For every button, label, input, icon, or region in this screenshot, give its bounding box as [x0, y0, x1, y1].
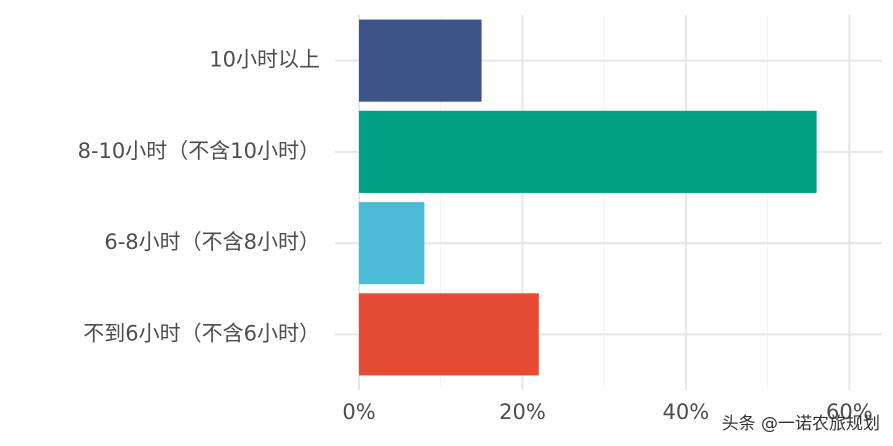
bar: [359, 202, 425, 285]
bar: [359, 110, 817, 193]
x-tick-label: 60%: [826, 400, 873, 424]
y-tick-label: 不到6小时（不含6小时）: [83, 321, 320, 345]
watermark: 头条 @一诺农旅规划: [722, 414, 880, 434]
x-tick-label: 0%: [342, 400, 375, 424]
bar: [359, 19, 482, 102]
y-tick-label: 10小时以上: [209, 48, 320, 72]
bar: [359, 293, 539, 376]
y-tick-label: 6-8小时（不含8小时）: [104, 230, 320, 254]
x-tick-label: 40%: [663, 400, 710, 424]
y-tick-label: 8-10小时（不含10小时）: [78, 139, 320, 163]
x-tick-label: 20%: [499, 400, 546, 424]
